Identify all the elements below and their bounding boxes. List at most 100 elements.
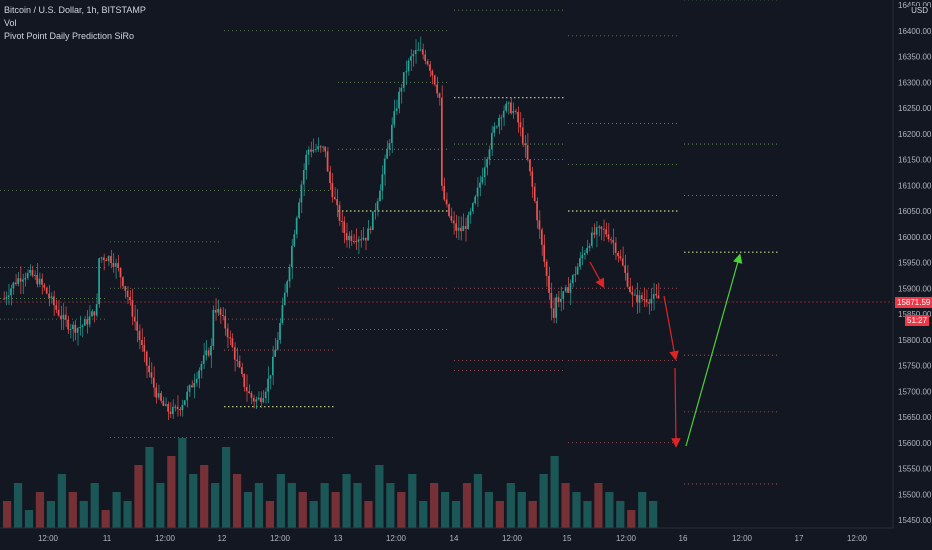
candle-body (467, 215, 469, 229)
candle-body (62, 314, 65, 319)
time-axis[interactable]: 12:00 11 12:00 12 12:00 13 12:00 14 12:00 15 12:00… (38, 534, 868, 543)
candle-body (200, 363, 203, 371)
price-tick-label: 15700.00 (898, 387, 932, 396)
candle-body (586, 247, 588, 253)
candle-body (545, 261, 548, 276)
candle-body (183, 400, 186, 406)
candle-body (412, 54, 415, 57)
candle-body (193, 383, 196, 388)
candle-body (207, 350, 210, 356)
candle-body (583, 252, 586, 255)
candle-body (160, 393, 162, 401)
volume-bar (364, 501, 373, 528)
candle-body (72, 324, 74, 330)
candle-body (288, 267, 291, 282)
time-tick-label: 11 (103, 534, 112, 543)
candle-body (514, 110, 517, 112)
candle-body (474, 196, 476, 204)
volume-bar (167, 456, 176, 528)
price-tick-label: 15900.00 (898, 284, 932, 293)
volume-bar (35, 492, 45, 528)
candle-body (498, 117, 500, 127)
candle-body (571, 275, 574, 284)
volume-bar (484, 492, 494, 528)
candle-body (360, 239, 362, 241)
candle-body (414, 49, 417, 55)
candle-body (345, 233, 348, 241)
volume-bar (451, 501, 461, 528)
price-tick-label: 16400.00 (898, 27, 932, 36)
candle-body (307, 149, 310, 155)
time-tick-label: 12:00 (386, 534, 407, 543)
prediction-arrows (589, 253, 743, 448)
candle-body (26, 272, 29, 278)
volume-bar (123, 501, 132, 528)
candle-body (283, 292, 286, 306)
candle-body (317, 146, 319, 150)
candle-body (143, 345, 146, 352)
candle-body (371, 211, 374, 230)
candle-body (86, 319, 88, 325)
candle-body (395, 108, 398, 112)
volume-bar (638, 492, 647, 528)
candle-body (243, 374, 246, 387)
currency-label[interactable]: USD (909, 6, 930, 15)
candle-body (598, 226, 600, 228)
candle-body (281, 305, 284, 324)
candle-body (74, 324, 77, 333)
candle-body (645, 299, 648, 303)
candle-body (133, 316, 136, 322)
price-axis[interactable]: 16450.00 16400.00 16350.00 16300.00 16250.00… (898, 1, 932, 525)
candlesticks (3, 36, 660, 421)
candle-body (648, 302, 650, 304)
time-tick-label: 12:00 (732, 534, 753, 543)
price-tick-label: 15750.00 (898, 362, 932, 371)
candle-body (5, 297, 8, 299)
volume-bar (616, 501, 625, 528)
candle-body (638, 295, 641, 303)
candle-body (555, 297, 557, 318)
candle-body (179, 409, 181, 411)
candle-body (602, 228, 605, 230)
candle-body (502, 110, 505, 118)
volume-bar (342, 474, 351, 528)
volume-bar (24, 510, 34, 528)
volume-bar (200, 465, 209, 528)
candle-body (600, 226, 603, 229)
candle-body (576, 266, 579, 275)
candle-body (631, 292, 634, 295)
candle-body (519, 122, 522, 128)
candle-body (10, 288, 12, 296)
candle-body (417, 49, 419, 51)
candle-body (579, 258, 581, 267)
candle-body (36, 274, 38, 285)
candle-body (314, 149, 317, 151)
candle-body (455, 223, 457, 231)
candle-body (476, 187, 479, 197)
candle-body (379, 190, 381, 202)
volume-bar (156, 483, 165, 528)
candle-body (505, 103, 507, 111)
candle-body (452, 220, 455, 224)
candle-body (619, 256, 622, 259)
candle-body (191, 385, 193, 388)
price-tick-label: 15550.00 (898, 465, 932, 474)
time-tick-label: 12:00 (502, 534, 523, 543)
countdown-tag: 51:27 (905, 315, 930, 326)
candle-body (391, 124, 393, 144)
candle-body (14, 282, 17, 285)
candle-body (107, 256, 110, 262)
candle-body (312, 149, 315, 152)
candle-body (88, 316, 91, 325)
volume-bar (134, 465, 143, 528)
candle-body (490, 132, 493, 150)
candle-body (102, 257, 105, 261)
candle-body (590, 232, 593, 246)
candle-body (433, 75, 436, 85)
candle-body (438, 93, 441, 98)
candle-body (329, 171, 331, 184)
candle-body (181, 405, 184, 410)
candle-body (276, 339, 279, 350)
candle-body (421, 49, 424, 55)
